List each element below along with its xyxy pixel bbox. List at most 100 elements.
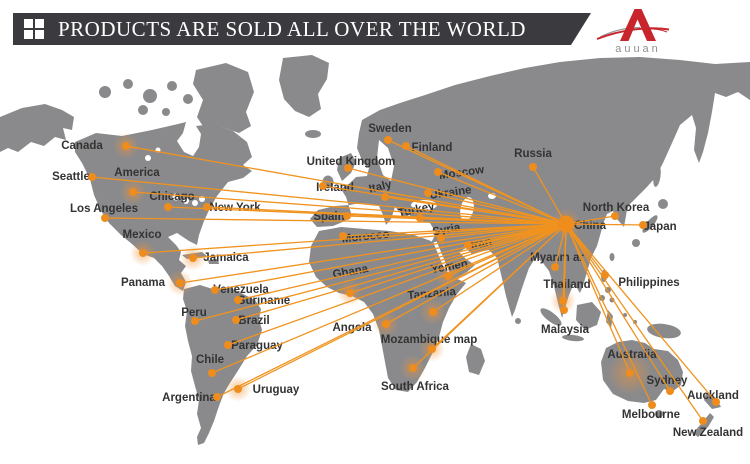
dot-finland (402, 142, 410, 150)
route-line-panama (179, 223, 567, 284)
route-line-chile (211, 223, 567, 374)
dot-seattle (88, 173, 96, 181)
dot-morocco (339, 232, 347, 240)
route-line-moscow (437, 171, 567, 225)
map-label-china: China (574, 220, 607, 232)
route-line-angola (385, 223, 567, 325)
dot-canada (122, 142, 130, 150)
world-map: CanadaSeattleAmericaChicagoNew YorkLos A… (0, 55, 750, 445)
route-line-peru (194, 223, 567, 322)
dot-suriname (234, 296, 242, 304)
map-label-south-africa: South Africa (381, 381, 450, 393)
map-label-sweden: Sweden (368, 123, 411, 135)
island-taiwan (609, 253, 615, 261)
island-honshu (642, 215, 658, 233)
route-line-brazil (235, 223, 567, 321)
island-iceland (305, 130, 321, 138)
map-label-los-angeles: Los Angeles (70, 203, 138, 215)
route-line-ukraine (427, 192, 567, 225)
layer-dots (88, 136, 720, 425)
sea-baltic (377, 140, 394, 181)
dot-ukraine (424, 189, 432, 197)
route-line-malaysia (563, 223, 567, 311)
dot-japan (639, 221, 647, 229)
dot-moscow (434, 168, 442, 176)
dot-venezuela (211, 286, 219, 294)
route-line-suriname (237, 223, 567, 301)
route-line-melbourne (565, 223, 653, 406)
map-label-thailand: Thailand (543, 279, 590, 291)
route-line-los-angeles (104, 217, 567, 225)
logo-letter-a-icon (620, 9, 656, 41)
map-label-chile: Chile (196, 354, 224, 366)
logo-swoosh-gray (599, 26, 641, 38)
map-label-australia: Australia (607, 349, 657, 361)
dot-syria (437, 234, 445, 242)
island-hokkaido (658, 199, 668, 209)
island-kyushu (632, 239, 640, 247)
arctic-islands (99, 79, 209, 116)
route-line-canada (125, 145, 567, 225)
brand-logo: auuan (596, 9, 670, 55)
dot-sydney (666, 387, 674, 395)
map-label-jamaica: Jamaica (203, 252, 249, 264)
layer-lines (91, 139, 717, 422)
route-line-tanzania (432, 223, 567, 313)
map-label-america: America (114, 167, 160, 179)
dot-uruguay (234, 385, 242, 393)
route-line-america (132, 191, 567, 225)
route-line-jamaica (192, 223, 567, 259)
grid-icon (24, 19, 44, 39)
map-label-italy: Italy (368, 178, 394, 195)
dot-yemen (444, 272, 452, 280)
map-label-suriname: Suriname (238, 295, 290, 307)
dot-spain (343, 212, 351, 220)
dot-australia (626, 369, 634, 377)
map-label-chicago: Chicago (149, 191, 194, 203)
route-line-new-zealand (565, 223, 704, 422)
map-label-venezuela: Venezuela (213, 284, 269, 296)
route-line-finland (405, 145, 567, 225)
dot-mexico (139, 249, 147, 257)
dot-ghana (346, 289, 354, 297)
dot-peru (191, 317, 199, 325)
map-label-russia: Russia (514, 148, 552, 160)
map-label-united-kingdom: United Kingdom (307, 156, 396, 168)
dot-melbourne (648, 401, 656, 409)
dot-america (129, 188, 137, 196)
dot-malaysia (560, 306, 568, 314)
route-line-paraguay (227, 223, 567, 346)
dot-myanm-ar (551, 263, 559, 271)
route-line-auckland (565, 223, 717, 403)
brand-name: auuan (615, 43, 661, 55)
map-label-japan: Japan (643, 221, 676, 233)
route-line-yemen (447, 223, 567, 277)
dot-new-zealand (699, 417, 707, 425)
dot-paraguay (224, 341, 232, 349)
map-label-mozambique-map: Mozambique map (381, 334, 477, 346)
route-line-morocco (342, 223, 567, 237)
route-line-south-africa (412, 223, 567, 369)
dot-argentina (213, 393, 221, 401)
logo-swoosh-red-2 (608, 28, 668, 36)
continent-baffin (193, 63, 254, 133)
map-label-philippines: Philippines (618, 277, 679, 289)
dot-thailand (559, 297, 567, 305)
route-line-venezuela (214, 223, 567, 291)
route-line-united-kingdom (347, 167, 567, 225)
map-label-malaysia: Malaysia (541, 324, 590, 336)
dot-united-kingdom (344, 164, 352, 172)
dot-turkey (416, 214, 424, 222)
map-label-melbourne: Melbourne (622, 409, 680, 421)
route-line-argentina (216, 223, 567, 398)
dot-chile (208, 369, 216, 377)
route-line-sydney (565, 223, 671, 392)
map-label-seattle: Seattle (52, 171, 90, 183)
continent-alaska (0, 104, 74, 152)
map-label-peru: Peru (181, 307, 207, 319)
dot-italy (381, 193, 389, 201)
continent-south-america (183, 285, 262, 445)
route-line-ghana (349, 223, 567, 294)
dot-mozambique-map (428, 345, 436, 353)
route-line-russia (532, 166, 567, 225)
